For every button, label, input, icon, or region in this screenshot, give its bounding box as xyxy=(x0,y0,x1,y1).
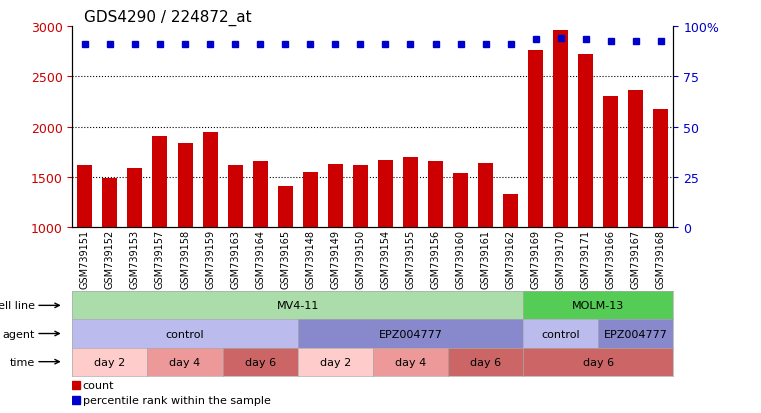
Bar xyxy=(629,91,644,328)
Text: day 2: day 2 xyxy=(94,357,126,367)
Text: cell line: cell line xyxy=(0,301,35,311)
Bar xyxy=(78,165,92,328)
Bar xyxy=(578,55,594,328)
Text: day 4: day 4 xyxy=(170,357,201,367)
Bar xyxy=(228,166,243,328)
Text: GDS4290 / 224872_at: GDS4290 / 224872_at xyxy=(84,9,252,26)
Text: day 6: day 6 xyxy=(470,357,501,367)
Bar xyxy=(654,110,668,328)
Text: EPZ004777: EPZ004777 xyxy=(604,329,668,339)
Text: percentile rank within the sample: percentile rank within the sample xyxy=(83,395,271,405)
Text: count: count xyxy=(83,380,114,390)
Bar xyxy=(553,31,568,328)
Bar xyxy=(278,186,293,328)
Bar xyxy=(353,166,368,328)
Bar xyxy=(202,132,218,328)
Text: day 2: day 2 xyxy=(320,357,351,367)
Bar xyxy=(127,169,142,328)
Bar xyxy=(328,165,342,328)
Text: control: control xyxy=(166,329,205,339)
Bar xyxy=(152,136,167,328)
Text: MOLM-13: MOLM-13 xyxy=(572,301,625,311)
Bar xyxy=(428,161,443,328)
Bar xyxy=(253,161,268,328)
Bar xyxy=(503,195,518,328)
Text: day 6: day 6 xyxy=(244,357,275,367)
Bar xyxy=(478,163,493,328)
Text: day 6: day 6 xyxy=(583,357,614,367)
Bar xyxy=(403,157,418,328)
Bar xyxy=(177,143,193,328)
Bar xyxy=(528,51,543,328)
Text: control: control xyxy=(541,329,580,339)
Bar xyxy=(102,178,117,328)
Bar xyxy=(378,161,393,328)
Text: agent: agent xyxy=(2,329,35,339)
Text: EPZ004777: EPZ004777 xyxy=(378,329,442,339)
Text: MV4-11: MV4-11 xyxy=(276,301,319,311)
Bar xyxy=(453,174,468,328)
Bar xyxy=(603,97,619,328)
Text: day 4: day 4 xyxy=(395,357,426,367)
Bar xyxy=(303,173,318,328)
Text: time: time xyxy=(9,357,35,367)
